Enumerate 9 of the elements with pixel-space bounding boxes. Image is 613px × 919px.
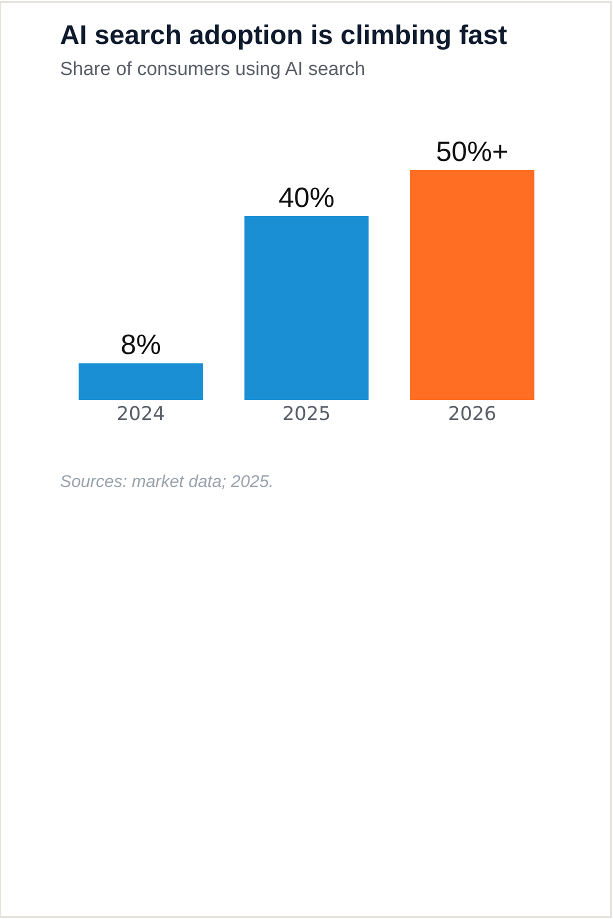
x-tick-label: 2026 [448, 403, 496, 425]
chart-subtitle: Share of consumers using AI search [60, 59, 366, 80]
x-tick-label: 2024 [116, 403, 166, 425]
source-note: Sources: market data; 2025. [60, 472, 274, 491]
chart-title: AI search adoption is climbing fast [60, 20, 508, 50]
data-label: 40% [278, 182, 335, 213]
data-label: 50%+ [436, 136, 508, 167]
data-label: 8% [120, 329, 162, 360]
x-tick-label: 2025 [282, 403, 331, 425]
